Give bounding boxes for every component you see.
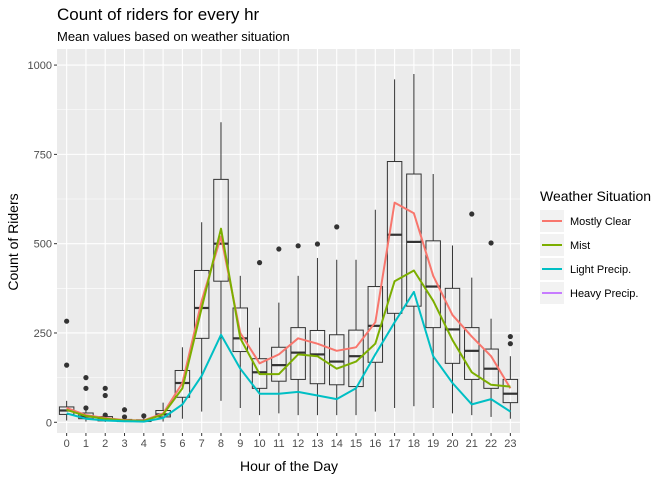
box-hour-10 (251, 260, 268, 416)
outlier-point (256, 260, 263, 266)
legend: Weather Situation Mostly Clear Mist Light … (540, 188, 651, 304)
outlier-point (83, 385, 89, 391)
box-iqr (386, 161, 403, 314)
x-tick-label: 2 (102, 438, 108, 450)
outlier-point (64, 318, 70, 324)
x-tick-label: 8 (218, 438, 224, 450)
y-tick-label: 1000 (28, 60, 52, 72)
x-tick-label: 19 (427, 438, 439, 450)
outlier-point (334, 224, 340, 230)
x-tick-label: 0 (64, 438, 70, 450)
legend-entry: Heavy Precip. (540, 282, 638, 304)
outlier-point (507, 341, 513, 347)
series-line-light-precip (66, 290, 511, 423)
outlier-point (83, 405, 89, 411)
box-iqr (232, 307, 249, 353)
legend-label: Mist (570, 240, 590, 252)
legend-label: Light Precip. (570, 264, 631, 276)
x-tick-label: 9 (237, 438, 243, 450)
outlier-point (276, 246, 282, 252)
x-tick-label: 16 (369, 438, 381, 450)
x-tick-label: 22 (485, 438, 497, 450)
legend-entry: Mostly Clear (540, 210, 631, 232)
box-iqr (502, 378, 519, 404)
box-iqr (213, 178, 229, 282)
x-tick-label: 18 (408, 438, 420, 450)
box-iqr (367, 286, 384, 363)
x-tick-label: 17 (388, 438, 400, 450)
outlier-point (121, 407, 128, 413)
box-iqr (309, 329, 326, 385)
legend-entry: Light Precip. (540, 258, 631, 280)
x-axis-title: Hour of the Day (240, 458, 338, 474)
outlier-point (102, 412, 108, 418)
outlier-point (314, 241, 321, 247)
box-iqr (406, 173, 422, 307)
box-iqr (425, 240, 441, 329)
outlier-point (141, 413, 147, 419)
box-hour-21 (464, 211, 480, 416)
box-hour-8 (213, 122, 229, 401)
box-iqr (464, 327, 480, 380)
box-hour-14 (328, 224, 345, 416)
series-lines (66, 201, 512, 423)
box-hour-23 (502, 333, 519, 419)
outlier-point (102, 392, 108, 399)
y-tick-label: 0 (46, 417, 52, 429)
legend-title: Weather Situation (540, 188, 651, 204)
plot-panel (57, 49, 520, 433)
x-tick-label: 21 (466, 438, 478, 450)
box-hour-11 (271, 246, 287, 414)
x-tick-label: 23 (504, 438, 516, 450)
x-tick-label: 1 (83, 438, 89, 450)
outlier-point (83, 375, 89, 381)
x-tick-label: 20 (446, 438, 458, 450)
x-tick-label: 4 (141, 438, 147, 450)
box-hour-22 (483, 240, 499, 417)
outlier-point (64, 362, 70, 368)
outlier-point (469, 211, 475, 217)
y-tick-label: 500 (34, 239, 52, 251)
legend-label: Mostly Clear (570, 216, 631, 228)
x-tick-label: 11 (273, 438, 284, 450)
chart-subtitle: Mean values based on weather situation (57, 29, 290, 44)
x-tick-label: 15 (350, 438, 362, 450)
outlier-point (121, 414, 128, 420)
x-tick-label: 3 (121, 438, 127, 450)
x-tick-label: 6 (179, 438, 185, 450)
box-hour-13 (309, 241, 326, 416)
x-tick-label: 14 (331, 438, 343, 450)
x-tick-label: 7 (199, 438, 205, 450)
x-tick-label: 13 (311, 438, 323, 450)
box-hour-18 (406, 74, 422, 407)
outlier-point (295, 243, 301, 249)
box-hour-12 (290, 243, 306, 416)
legend-entry: Mist (540, 234, 590, 256)
y-tick-label: 250 (34, 328, 52, 340)
x-tick-label: 12 (292, 438, 304, 450)
outlier-point (488, 240, 494, 246)
chart-title: Count of riders for every hr (57, 5, 260, 24)
legend-label: Heavy Precip. (570, 288, 638, 300)
box-hour-17 (386, 79, 403, 408)
box-hour-15 (348, 259, 364, 416)
box-iqr (328, 334, 345, 386)
box-hour-9 (232, 275, 249, 408)
y-tick-label: 750 (34, 149, 52, 161)
x-tick-label: 5 (160, 438, 166, 450)
y-axis-title: Count of Riders (5, 193, 21, 290)
outlier-point (507, 333, 513, 340)
box-iqr (193, 269, 210, 339)
box-hour-16 (367, 209, 384, 412)
x-tick-label: 10 (253, 438, 265, 450)
outlier-point (102, 385, 108, 391)
